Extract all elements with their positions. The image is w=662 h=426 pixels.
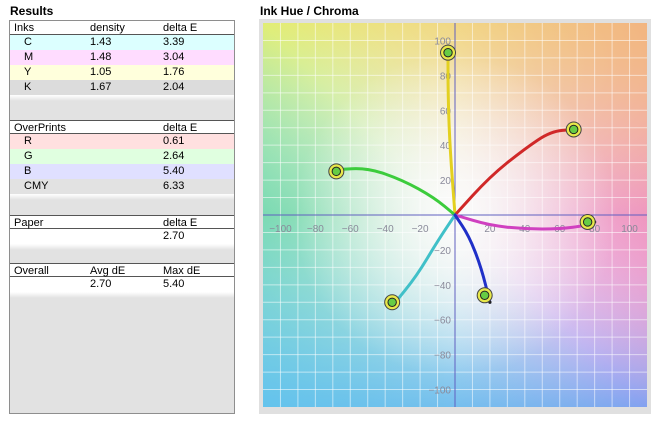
ink-row-y[interactable]: Y 1.05 1.76 [10, 65, 234, 80]
target-marker-inner-0 [443, 47, 453, 58]
overall-row[interactable]: 2.70 5.40 [10, 277, 234, 292]
y-tick-label: −60 [434, 316, 451, 327]
x-tick-label: −40 [377, 224, 394, 235]
series-line-0 [446, 51, 457, 217]
ink-delta-e: 1.76 [163, 66, 185, 78]
ink-row-m[interactable]: M 1.48 3.04 [10, 50, 234, 65]
y-tick-label: −100 [428, 386, 451, 397]
ink-row-c[interactable]: C 1.43 3.39 [10, 35, 234, 50]
ink-delta-e: 3.39 [163, 36, 185, 48]
ink-name: M [24, 51, 34, 63]
inks-group: Inks density delta E C 1.43 3.39 M 1.48 … [10, 21, 234, 101]
y-tick-label: 40 [440, 141, 452, 152]
ink-name: Y [24, 66, 32, 78]
overprint-delta-e: 6.33 [163, 180, 185, 192]
y-tick-label: 80 [440, 71, 452, 82]
x-tick-label: −60 [342, 224, 359, 235]
y-tick-label: −20 [434, 246, 451, 257]
inks-header: Inks density delta E [10, 21, 234, 35]
overall-header: Overall Avg dE Max dE [10, 263, 234, 277]
overprint-row-r[interactable]: R 0.61 [10, 134, 234, 149]
avg-de-header: Avg dE [90, 265, 126, 277]
target-marker-inner-2 [582, 217, 593, 227]
overprint-delta-e: 0.61 [163, 135, 185, 147]
y-tick-label: 60 [440, 106, 452, 117]
ink-density: 1.48 [90, 51, 112, 63]
y-tick-label: 100 [434, 36, 451, 47]
max-de-header: Max dE [163, 265, 201, 277]
chart-title: Ink Hue / Chroma [260, 4, 359, 18]
overprint-delta-e: 2.64 [163, 150, 185, 162]
overprints-header: OverPrints delta E [10, 120, 234, 134]
ink-density: 1.43 [90, 36, 112, 48]
y-tick-label: −40 [434, 281, 451, 292]
x-tick-label: 20 [484, 224, 496, 235]
x-tick-label: 80 [589, 224, 601, 235]
overprints-group: OverPrints delta E R 0.61 G 2.64 B 5.40 … [10, 120, 234, 200]
overall-max-de: 5.40 [163, 278, 185, 290]
inks-header-label: Inks [14, 22, 35, 34]
x-tick-label: −80 [307, 224, 324, 235]
paper-row[interactable]: 2.70 [10, 229, 234, 244]
hue-chroma-chart: −100 −80 −60 −40 −20 20 40 60 80 100 100 80 60 40 20 −2… [259, 19, 651, 414]
x-tick-label: −20 [412, 224, 429, 235]
target-marker-inner-1 [568, 124, 579, 135]
ink-name: C [24, 36, 32, 48]
delta-e-header: delta E [163, 122, 198, 134]
series-line-1 [453, 127, 576, 217]
ink-series [328, 44, 597, 311]
x-tick-label: 100 [621, 224, 638, 235]
paper-group: Paper delta E 2.70 [10, 215, 234, 250]
results-title: Results [10, 4, 54, 18]
ink-name: K [24, 81, 32, 93]
paper-header: Paper delta E [10, 215, 234, 229]
ink-row-k[interactable]: K 1.67 2.04 [10, 80, 234, 95]
y-tick-label: 20 [440, 176, 452, 187]
overprint-delta-e: 5.40 [163, 165, 185, 177]
delta-e-header: delta E [163, 22, 198, 34]
overall-avg-de: 2.70 [90, 278, 112, 290]
ink-delta-e: 2.04 [163, 81, 185, 93]
overprint-row-cmy[interactable]: CMY 6.33 [10, 179, 234, 194]
overprint-name: B [24, 165, 32, 177]
overprint-row-b[interactable]: B 5.40 [10, 164, 234, 179]
overall-header-label: Overall [14, 265, 49, 277]
paper-header-label: Paper [14, 217, 44, 229]
group-separator [10, 244, 234, 250]
target-marker-inner-5 [479, 290, 490, 300]
series-line-4 [392, 213, 457, 306]
overprints-header-label: OverPrints [14, 122, 66, 134]
series-line-3 [334, 167, 457, 217]
overall-group: Overall Avg dE Max dE 2.70 5.40 [10, 263, 234, 298]
delta-e-header: delta E [163, 217, 198, 229]
x-tick-label: −100 [269, 224, 292, 235]
paper-delta-e: 2.70 [163, 230, 185, 242]
ink-delta-e: 3.04 [163, 51, 185, 63]
overprint-name: G [24, 150, 33, 162]
overprint-row-g[interactable]: G 2.64 [10, 149, 234, 164]
density-header: density [90, 22, 125, 34]
overprint-name: CMY [24, 180, 49, 192]
overprint-name: R [24, 135, 32, 147]
target-marker-inner-4 [387, 297, 397, 307]
group-separator [10, 194, 234, 200]
series-line-5 [453, 213, 492, 304]
ink-density: 1.67 [90, 81, 112, 93]
ink-density: 1.05 [90, 66, 112, 78]
hue-chroma-plot: −100 −80 −60 −40 −20 20 40 60 80 10010080604020−2… [263, 23, 647, 407]
group-separator [10, 292, 234, 298]
y-tick-label: −80 [434, 351, 451, 362]
results-panel: Inks density delta E C 1.43 3.39 M 1.48 … [9, 20, 235, 414]
target-marker-inner-3 [331, 166, 342, 177]
group-separator [10, 95, 234, 101]
